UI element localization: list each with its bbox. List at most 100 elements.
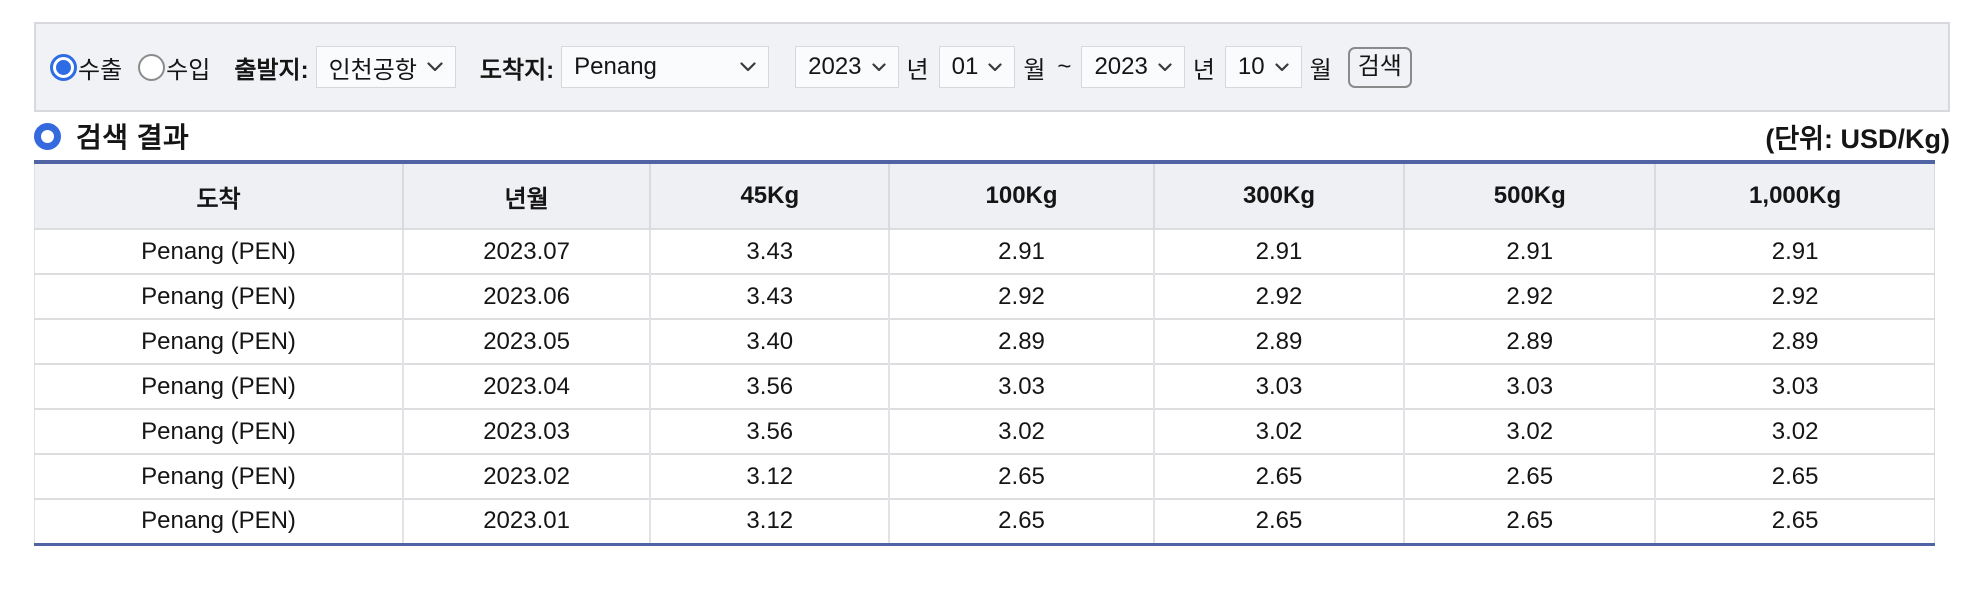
chevron-down-icon — [871, 62, 886, 72]
results-title: 검색 결과 — [76, 122, 190, 153]
table-row: Penang (PEN) 2023.04 3.56 3.03 3.03 3.03 3.03 — [34, 363, 1935, 409]
column-header: 1,000Kg — [1654, 162, 1935, 229]
export-radio[interactable]: 수출 — [50, 50, 122, 85]
table-cell: 2023.05 — [402, 318, 651, 364]
table-cell: 3.43 — [649, 273, 890, 319]
table-cell: 2.65 — [1403, 498, 1656, 544]
table-cell: 2.91 — [1403, 228, 1656, 274]
origin-select-value: 인천공항 — [328, 56, 417, 84]
chevron-down-icon — [1275, 62, 1289, 72]
table-cell: 2023.06 — [402, 273, 651, 319]
table-row: Penang (PEN) 2023.02 3.12 2.65 2.65 2.65 2.65 — [34, 453, 1935, 499]
table-cell: 2.89 — [1654, 318, 1935, 364]
table-cell: 2.92 — [888, 273, 1154, 319]
table-cell: 3.02 — [1403, 408, 1656, 454]
table-cell: 2023.01 — [402, 498, 651, 544]
table-cell: Penang (PEN) — [34, 363, 404, 409]
chevron-down-icon — [1158, 62, 1172, 72]
table-cell: 2023.07 — [402, 228, 651, 274]
destination-label: 도착지: — [479, 56, 555, 84]
table-cell: 3.56 — [649, 408, 890, 454]
table-cell: Penang (PEN) — [34, 408, 404, 454]
table-cell: 2.92 — [1152, 273, 1405, 319]
table-cell: 2.65 — [1654, 498, 1935, 544]
table-row: Penang (PEN) 2023.01 3.12 2.65 2.65 2.65 2.65 — [34, 498, 1935, 544]
origin-label: 출발지: — [234, 56, 309, 84]
table-cell: Penang (PEN) — [34, 453, 404, 499]
results-header: 검색 결과 (단위: USD/Kg) — [34, 116, 1950, 156]
column-header: 300Kg — [1152, 162, 1405, 229]
chevron-down-icon — [988, 62, 1002, 72]
table-cell: 3.02 — [1654, 408, 1935, 454]
table-cell: Penang (PEN) — [34, 318, 404, 364]
to-month-value: 10 — [1237, 53, 1265, 80]
table-cell: 2.89 — [1403, 318, 1656, 364]
table-cell: 2.65 — [888, 453, 1154, 499]
origin-select[interactable]: 인천공항 — [315, 46, 456, 88]
table-cell: 2.92 — [1403, 273, 1656, 319]
results-table-container: 도착 년월 45Kg 100Kg 300Kg 500Kg 1,000Kg Penang (P… — [34, 160, 1935, 546]
table-cell: Penang (PEN) — [34, 498, 404, 544]
to-year-value: 2023 — [1094, 53, 1148, 80]
chevron-down-icon — [427, 62, 443, 72]
table-cell: 2.65 — [888, 498, 1154, 544]
range-separator: ~ — [1057, 53, 1072, 80]
unit-label: (단위: USD/Kg) — [1765, 123, 1950, 154]
table-cell: 3.12 — [649, 453, 890, 499]
month-suffix-label: 월 — [1309, 56, 1332, 84]
column-header: 500Kg — [1403, 162, 1656, 229]
table-cell: 2.65 — [1654, 453, 1935, 499]
column-header: 45Kg — [649, 162, 890, 229]
filter-panel: 수출 수입 출발지: 인천공항 도착지: Penang 2023 년 01 — [34, 22, 1950, 112]
table-cell: 3.43 — [649, 228, 890, 274]
table-cell: 2023.04 — [402, 363, 651, 409]
export-radio-label: 수출 — [78, 56, 123, 84]
from-month-value: 01 — [951, 53, 979, 80]
table-row: Penang (PEN) 2023.06 3.43 2.92 2.92 2.92 2.92 — [34, 273, 1935, 319]
from-year-value: 2023 — [808, 53, 862, 80]
table-cell: 2.91 — [888, 228, 1154, 274]
period-controls: 2023 년 01 월 ~ 2023 년 10 월 검색 — [795, 46, 1412, 88]
table-cell: 2023.03 — [402, 408, 651, 454]
column-header: 년월 — [402, 162, 651, 229]
table-cell: 2.89 — [888, 318, 1154, 364]
table-cell: 2023.02 — [402, 453, 651, 499]
table-cell: Penang (PEN) — [34, 228, 404, 274]
year-suffix-label: 년 — [906, 56, 929, 84]
table-cell: 2.89 — [1152, 318, 1405, 364]
table-cell: 2.65 — [1403, 453, 1656, 499]
table-row: Penang (PEN) 2023.07 3.43 2.91 2.91 2.91 2.91 — [34, 228, 1935, 274]
table-cell: 2.92 — [1654, 273, 1935, 319]
chevron-down-icon — [740, 62, 756, 72]
from-year-select[interactable]: 2023 — [795, 46, 899, 88]
table-cell: 2.91 — [1654, 228, 1935, 274]
table-cell: 3.03 — [1654, 363, 1935, 409]
table-row: Penang (PEN) 2023.05 3.40 2.89 2.89 2.89 2.89 — [34, 318, 1935, 364]
table-cell: 3.56 — [649, 363, 890, 409]
ring-bullet-icon — [34, 122, 61, 150]
table-cell: 2.65 — [1152, 498, 1405, 544]
to-year-select[interactable]: 2023 — [1081, 46, 1185, 88]
to-month-select[interactable]: 10 — [1224, 46, 1302, 88]
table-cell: 3.02 — [888, 408, 1154, 454]
table-cell: 3.40 — [649, 318, 890, 364]
import-radio[interactable]: 수입 — [138, 50, 210, 85]
table-cell: Penang (PEN) — [34, 273, 404, 319]
table-cell: 2.91 — [1152, 228, 1405, 274]
table-cell: 3.03 — [888, 363, 1154, 409]
table-cell: 3.02 — [1152, 408, 1405, 454]
year-suffix-label: 년 — [1192, 56, 1215, 84]
search-button[interactable]: 검색 — [1347, 46, 1412, 88]
table-body: Penang (PEN) 2023.07 3.43 2.91 2.91 2.91 2.91 P… — [34, 228, 1935, 544]
results-table: 도착 년월 45Kg 100Kg 300Kg 500Kg 1,000Kg Penang (P… — [34, 160, 1935, 546]
table-cell: 2.65 — [1152, 453, 1405, 499]
table-row: Penang (PEN) 2023.03 3.56 3.02 3.02 3.02 3.02 — [34, 408, 1935, 454]
radio-icon — [138, 53, 166, 81]
column-header: 도착 — [34, 162, 404, 229]
destination-select[interactable]: Penang — [561, 46, 770, 88]
table-header-row: 도착 년월 45Kg 100Kg 300Kg 500Kg 1,000Kg — [34, 162, 1935, 229]
table-cell: 3.12 — [649, 498, 890, 544]
table-cell: 3.03 — [1403, 363, 1656, 409]
table-cell: 3.03 — [1152, 363, 1405, 409]
from-month-select[interactable]: 01 — [938, 46, 1016, 88]
